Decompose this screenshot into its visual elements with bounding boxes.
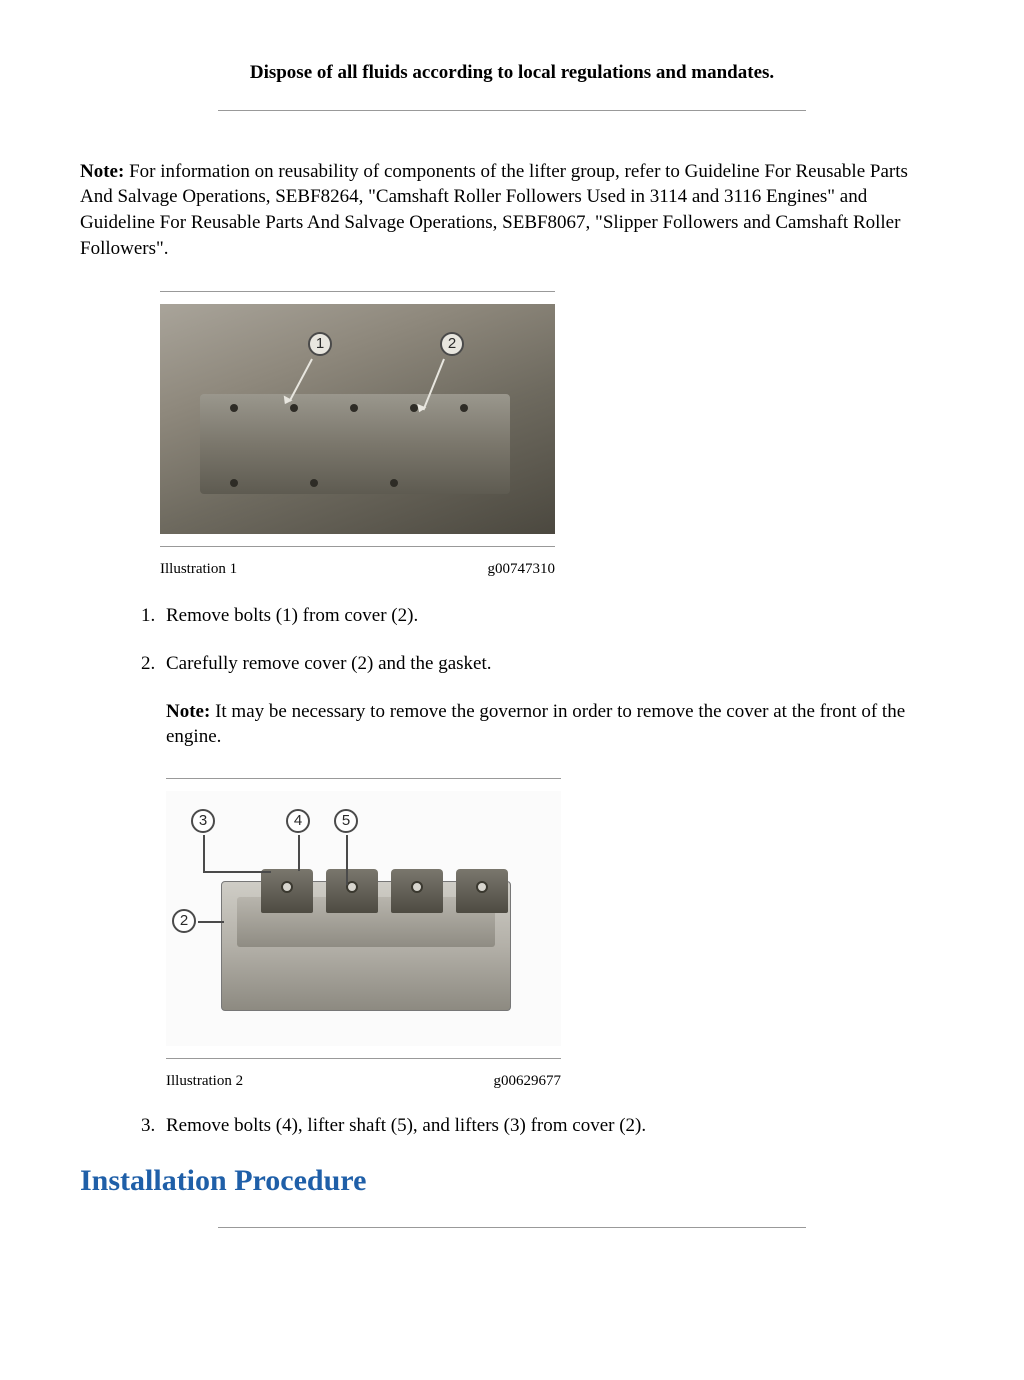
reusability-note: Note: For information on reusability of …: [80, 159, 944, 262]
note-prefix: Note:: [80, 161, 129, 182]
installation-procedure-heading: Installation Procedure: [80, 1161, 944, 1202]
callout-1: 1: [308, 332, 332, 356]
figure-2-caption: Illustration 2 g00629677: [166, 1071, 561, 1091]
step-1-text: Remove bolts (1) from cover (2).: [166, 605, 418, 626]
callout-3: 3: [191, 809, 215, 833]
illustration-2-image: 3 4 5 2: [166, 791, 561, 1046]
illustration-1-label: Illustration 1: [160, 559, 237, 579]
bottom-divider: [218, 1227, 806, 1228]
callout-4: 4: [286, 809, 310, 833]
step-2: Carefully remove cover (2) and the gaske…: [160, 651, 944, 1091]
figure-1-rule-top: [160, 291, 555, 292]
callout-2b: 2: [172, 909, 196, 933]
step-3: Remove bolts (4), lifter shaft (5), and …: [160, 1113, 944, 1139]
callout-2: 2: [440, 332, 464, 356]
illustration-1-image: 1 2: [160, 304, 555, 534]
illustration-2-code: g00629677: [494, 1071, 562, 1091]
step-1: Remove bolts (1) from cover (2).: [160, 603, 944, 629]
step-2-note-prefix: Note:: [166, 701, 215, 722]
divider: [218, 110, 806, 111]
dispose-header: Dispose of all fluids according to local…: [80, 60, 944, 86]
step-2-note: Note: It may be necessary to remove the …: [166, 699, 944, 750]
figure-1: 1 2 Illustration 1 g00747310: [160, 291, 944, 579]
step-2-note-body: It may be necessary to remove the govern…: [166, 701, 905, 748]
figure-2-rule-bottom: [166, 1058, 561, 1059]
figure-2: 3 4 5 2 Illustration 2 g00629677: [166, 778, 944, 1091]
illustration-1-code: g00747310: [488, 559, 556, 579]
illustration-2-label: Illustration 2: [166, 1071, 243, 1091]
step-3-text: Remove bolts (4), lifter shaft (5), and …: [166, 1115, 646, 1136]
procedure-steps: Remove bolts (1) from cover (2). Careful…: [120, 603, 944, 1138]
note-body: For information on reusability of compon…: [80, 161, 908, 259]
step-2-text: Carefully remove cover (2) and the gaske…: [166, 653, 492, 674]
figure-2-rule-top: [166, 778, 561, 779]
figure-1-rule-bottom: [160, 546, 555, 547]
figure-1-caption: Illustration 1 g00747310: [160, 559, 555, 579]
callout-5: 5: [334, 809, 358, 833]
